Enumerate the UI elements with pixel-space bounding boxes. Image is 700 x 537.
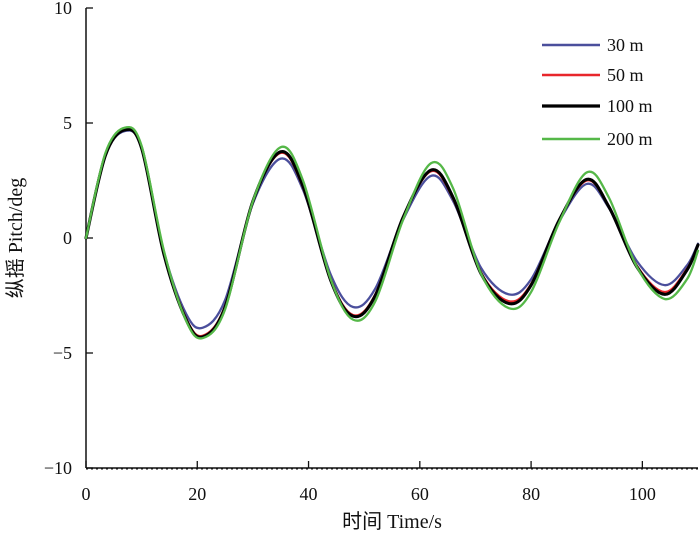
legend-label-50-m: 50 m xyxy=(607,65,644,85)
y-tick-label: −5 xyxy=(53,343,72,363)
series-line-50-m xyxy=(84,128,700,338)
y-axis-title: 纵摇 Pitch/deg xyxy=(4,178,27,299)
x-tick-label: 80 xyxy=(522,484,540,504)
series-layer xyxy=(84,125,700,340)
x-tick-label: 60 xyxy=(411,484,429,504)
y-tick-label: 5 xyxy=(63,113,72,133)
x-tick-label: 100 xyxy=(629,484,656,504)
y-tick-label: 0 xyxy=(63,228,72,248)
legend-label-100-m: 100 m xyxy=(607,96,653,116)
y-tick-label: 10 xyxy=(54,0,72,18)
y-tick-label: −10 xyxy=(44,458,72,478)
y-tick-labels: 10 5 0 −5 −10 xyxy=(44,0,72,478)
x-axis-title: 时间 Time/s xyxy=(342,510,442,533)
legend: 30 m 50 m 100 m 200 m xyxy=(542,35,653,149)
x-tick-labels: 0 20 40 60 80 100 xyxy=(82,484,656,504)
x-tick-label: 20 xyxy=(188,484,206,504)
legend-label-200-m: 200 m xyxy=(607,129,653,149)
x-tick-label: 0 xyxy=(82,484,91,504)
x-tick-label: 40 xyxy=(300,484,318,504)
axis-ticks xyxy=(85,7,644,469)
series-line-100-m xyxy=(84,127,700,339)
legend-label-30-m: 30 m xyxy=(607,35,644,55)
series-line-200-m xyxy=(84,125,700,340)
